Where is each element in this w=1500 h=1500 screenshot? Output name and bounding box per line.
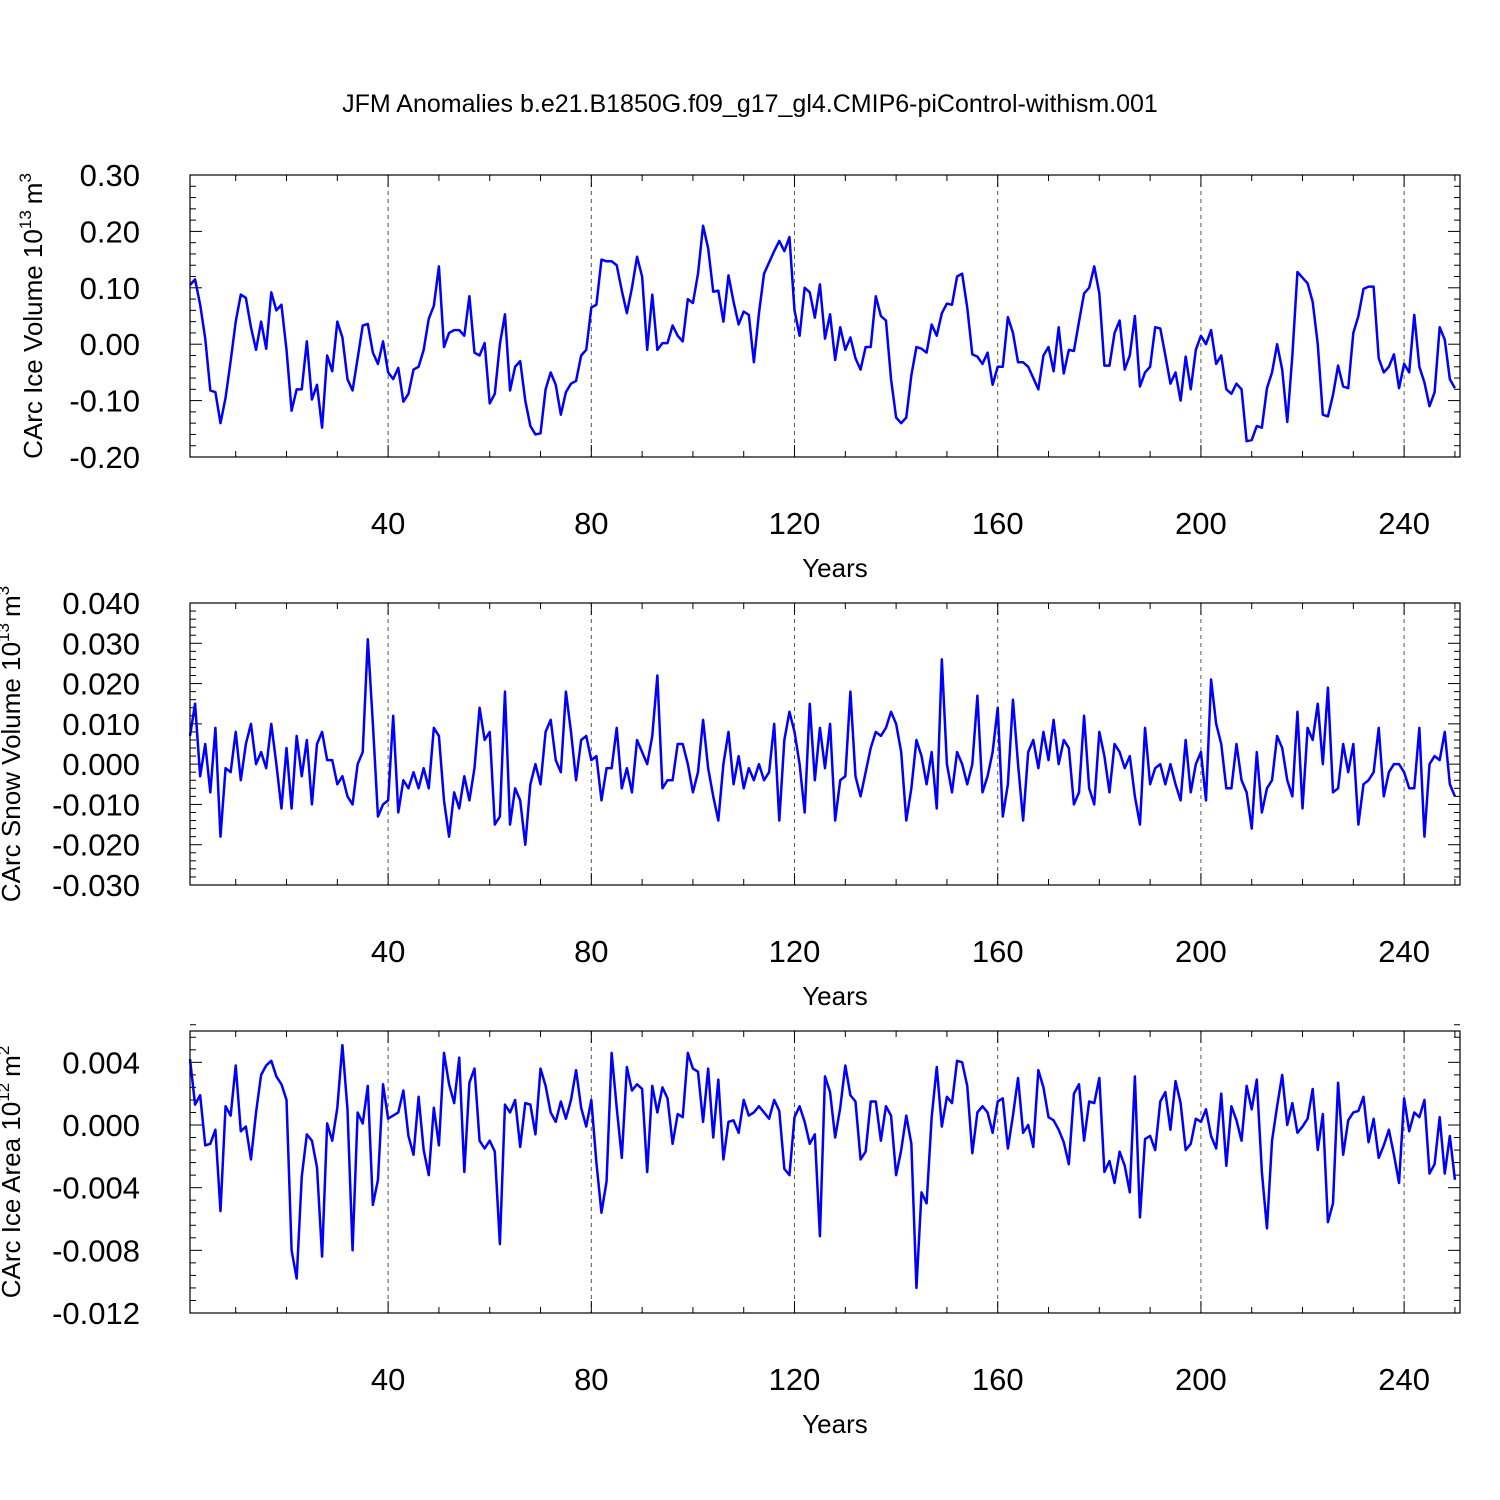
y-tick-label: -0.008 xyxy=(52,1233,140,1268)
y-axis-label: CArc Ice Volume 1013 m3 xyxy=(16,173,48,459)
x-tick-label: 160 xyxy=(972,506,1024,541)
x-axis-label: Years xyxy=(802,981,868,1011)
y-tick-label: 0.004 xyxy=(62,1045,140,1080)
plot-frame xyxy=(189,602,1461,886)
y-tick-label: -0.020 xyxy=(52,828,140,863)
x-tick-label: 40 xyxy=(371,1362,405,1397)
x-tick-label: 80 xyxy=(574,506,608,541)
y-axis-label-text: CArc Snow Volume 10 xyxy=(0,642,26,902)
x-tick-label: 240 xyxy=(1378,506,1430,541)
x-tick-label: 80 xyxy=(574,934,608,969)
series-line xyxy=(188,1043,1457,1290)
y-tick-label: 0.040 xyxy=(62,586,140,621)
x-tick-label: 240 xyxy=(1378,1362,1430,1397)
y-tick-label: 0.000 xyxy=(62,1108,140,1143)
x-axis-label: Years xyxy=(802,1409,868,1439)
x-tick-label: 40 xyxy=(371,506,405,541)
y-axis-label-text: CArc Ice Area 10 xyxy=(0,1102,26,1299)
y-tick-label: 0.10 xyxy=(80,271,140,306)
y-axis-label-exponent: 13 xyxy=(0,623,13,642)
y-axis-label-unit-exponent: 3 xyxy=(16,173,35,182)
x-tick-label: 240 xyxy=(1378,934,1430,969)
x-tick-label: 160 xyxy=(972,1362,1024,1397)
x-tick-label: 200 xyxy=(1175,506,1227,541)
y-axis-label: CArc Ice Area 1012 m2 xyxy=(0,1046,26,1299)
y-axis-label-unit-exponent: 3 xyxy=(0,586,13,595)
y-axis-label-unit: m xyxy=(18,183,48,205)
y-axis-label-text: CArc Ice Volume 10 xyxy=(18,229,48,459)
x-tick-label: 160 xyxy=(972,934,1024,969)
series-line xyxy=(189,224,1457,443)
y-tick-label: 0.030 xyxy=(62,626,140,661)
x-axis-label: Years xyxy=(802,553,868,583)
series-line xyxy=(188,638,1457,846)
y-tick-label: 0.010 xyxy=(62,707,140,742)
y-tick-label: 0.020 xyxy=(62,667,140,702)
y-tick-label: -0.10 xyxy=(69,384,140,419)
y-tick-label: -0.012 xyxy=(52,1296,140,1331)
figure-title: JFM Anomalies b.e21.B1850G.f09_g17_gl4.C… xyxy=(342,90,1158,118)
y-axis-label-exponent: 12 xyxy=(0,1083,13,1102)
y-axis-label-unit: m xyxy=(0,1055,26,1077)
y-tick-label: -0.030 xyxy=(52,868,140,903)
x-tick-label: 120 xyxy=(769,506,821,541)
x-tick-label: 120 xyxy=(769,1362,821,1397)
x-tick-label: 40 xyxy=(371,934,405,969)
y-tick-label: 0.30 xyxy=(80,158,140,193)
y-tick-label: -0.20 xyxy=(69,440,140,475)
plot-frame xyxy=(189,174,1461,458)
x-tick-label: 120 xyxy=(769,934,821,969)
y-tick-label: -0.004 xyxy=(52,1171,140,1206)
plot-frame xyxy=(189,1030,1461,1314)
panel-ice-area: 40 80 120 160 200 240 -0.012 -0.008 -0.004 0.000 0… xyxy=(0,1024,1461,1439)
y-tick-label: -0.010 xyxy=(52,787,140,822)
y-tick-label: 0.20 xyxy=(80,214,140,249)
y-axis-label-exponent: 13 xyxy=(16,210,35,229)
x-tick-label: 200 xyxy=(1175,934,1227,969)
y-axis-label: CArc Snow Volume 1013 m3 xyxy=(0,586,26,902)
x-tick-label: 80 xyxy=(574,1362,608,1397)
panel-ice-volume: 40 80 120 160 200 240 -0.20 -0.10 0.00 0.10 0.20 0.… xyxy=(16,158,1461,583)
y-tick-label: 0.000 xyxy=(62,747,140,782)
panel-snow-volume: 40 80 120 160 200 240 -0.030 -0.020 -0.010 0.000 0… xyxy=(0,586,1461,1011)
y-axis-label-unit: m xyxy=(0,595,26,617)
x-tick-label: 200 xyxy=(1175,1362,1227,1397)
y-axis-label-unit-exponent: 2 xyxy=(0,1046,13,1055)
y-tick-label: 0.00 xyxy=(80,327,140,362)
